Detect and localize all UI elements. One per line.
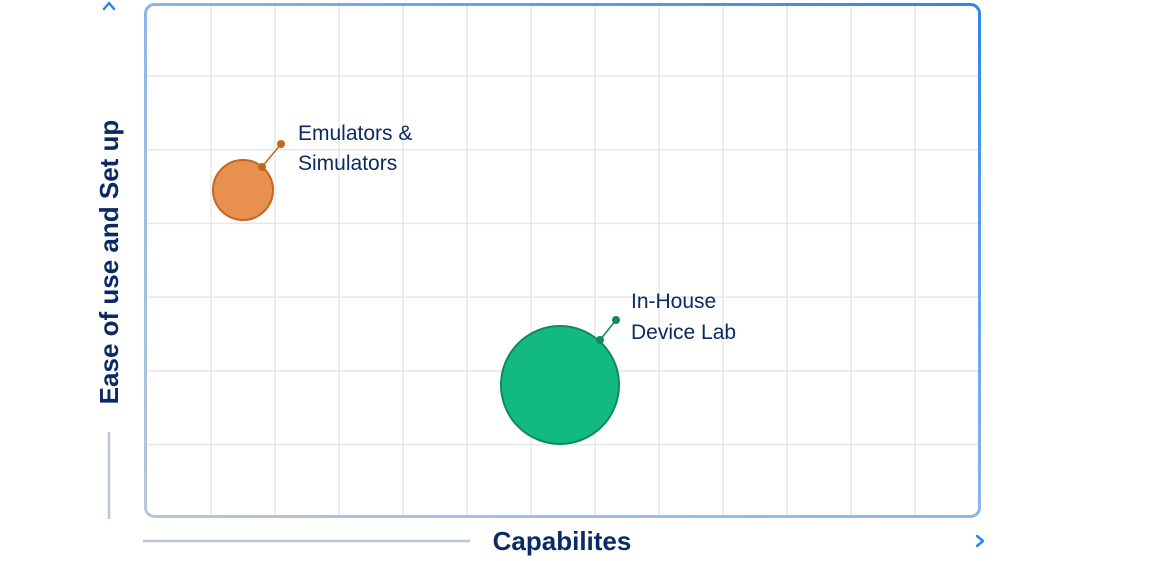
plot-area-border bbox=[144, 3, 981, 518]
bubble-in-house-device-lab[interactable]: In-House Device Lab bbox=[500, 290, 736, 445]
callout-dot-outer bbox=[612, 316, 620, 324]
bubble-emulators-simulators[interactable]: Emulators & Simulators bbox=[212, 122, 418, 221]
y-axis: Ease of use and Set up bbox=[94, 1, 124, 519]
callout-line bbox=[261, 143, 282, 168]
y-axis-title: Ease of use and Set up bbox=[94, 120, 124, 405]
callout-dot-inner bbox=[258, 163, 266, 171]
x-axis-arrow-icon bbox=[975, 534, 985, 548]
callout-dot-outer bbox=[277, 140, 285, 148]
y-axis-arrow-icon bbox=[102, 1, 116, 11]
bubble-circle bbox=[500, 325, 620, 445]
callout-dot-inner bbox=[596, 336, 604, 344]
x-axis: Capabilites bbox=[143, 526, 985, 556]
bubble-label: Emulators & Simulators bbox=[298, 122, 418, 175]
bubble-circle bbox=[212, 159, 274, 221]
callout-line bbox=[599, 319, 617, 341]
bubble-label: In-House Device Lab bbox=[631, 290, 736, 344]
x-axis-title: Capabilites bbox=[493, 526, 632, 556]
